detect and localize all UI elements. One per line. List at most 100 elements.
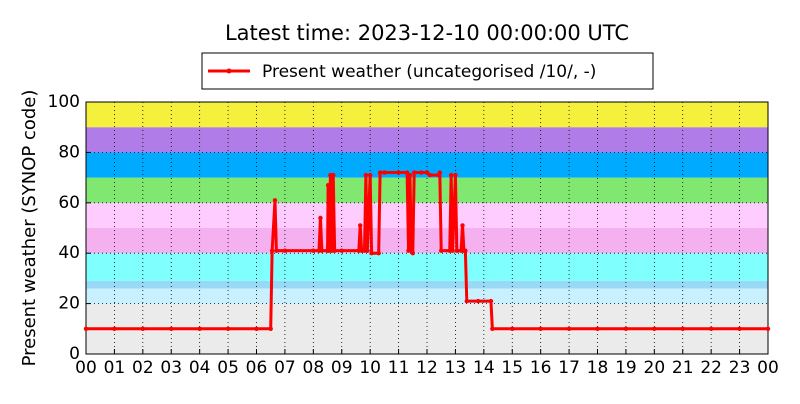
background-band: [86, 280, 768, 289]
x-tick-label: 09: [331, 358, 353, 378]
data-point: [358, 223, 363, 228]
legend-label: Present weather (uncategorised /10/, -): [262, 62, 596, 82]
data-point: [410, 251, 415, 256]
y-tick-label: 100: [48, 92, 80, 112]
x-tick-label: 17: [558, 358, 580, 378]
data-point: [464, 298, 469, 304]
data-point: [376, 251, 381, 256]
data-point: [538, 326, 543, 331]
data-point: [83, 326, 89, 331]
data-point: [268, 326, 273, 331]
data-point: [272, 198, 278, 203]
x-tick-label: 01: [104, 358, 126, 378]
legend-marker: [226, 68, 232, 74]
data-point: [339, 248, 344, 253]
data-point: [424, 170, 430, 175]
data-point: [475, 298, 481, 304]
data-point: [463, 248, 468, 253]
data-point: [318, 215, 323, 221]
data-point: [365, 248, 370, 253]
data-point: [652, 326, 657, 331]
data-point: [407, 172, 413, 178]
data-point: [377, 170, 383, 175]
y-axis-label: Present weather (SYNOP code): [19, 90, 40, 367]
data-point: [254, 326, 259, 331]
data-point: [427, 172, 433, 178]
x-tick-label: 23: [729, 358, 751, 378]
x-tick-label: 22: [700, 358, 722, 378]
data-point: [404, 170, 410, 175]
data-point: [765, 326, 771, 331]
x-tick-label: 00: [75, 358, 97, 378]
x-tick-label: 04: [189, 358, 211, 378]
x-tick-label: 21: [672, 358, 694, 378]
data-point: [450, 248, 455, 253]
data-point: [623, 326, 629, 331]
background-band: [86, 253, 768, 281]
x-tick-label: 12: [416, 358, 438, 378]
data-point: [737, 326, 742, 331]
background-band: [86, 288, 768, 304]
data-point: [490, 326, 495, 331]
data-point: [367, 172, 373, 178]
x-tick-label: 14: [473, 358, 495, 378]
data-point: [197, 326, 202, 331]
data-point: [510, 326, 515, 331]
data-point: [269, 248, 275, 253]
data-point: [325, 182, 331, 188]
y-tick-label: 40: [58, 243, 80, 263]
x-tick-label: 18: [587, 358, 609, 378]
data-point: [708, 326, 714, 331]
data-point: [454, 248, 460, 253]
x-tick-label: 16: [530, 358, 552, 378]
y-tick-label: 80: [58, 142, 80, 162]
x-tick-label: 10: [359, 358, 381, 378]
data-point: [396, 170, 401, 175]
x-tick-label: 00: [757, 358, 779, 378]
x-tick-label: 13: [445, 358, 467, 378]
data-point: [282, 248, 288, 253]
x-tick-label: 07: [274, 358, 296, 378]
data-point: [332, 248, 337, 253]
data-point: [488, 298, 494, 304]
data-point: [680, 326, 685, 331]
data-point: [169, 326, 174, 331]
data-point: [140, 326, 146, 331]
x-tick-label: 08: [303, 358, 325, 378]
data-point: [363, 172, 369, 178]
x-tick-label: 11: [388, 358, 410, 378]
data-point: [566, 326, 572, 331]
x-tick-label: 20: [644, 358, 666, 378]
data-point: [274, 248, 279, 253]
x-tick-label: 02: [132, 358, 154, 378]
y-tick-label: 0: [69, 344, 80, 364]
legend-box: [201, 52, 654, 90]
data-point: [439, 248, 444, 253]
x-tick-label: 06: [246, 358, 268, 378]
data-point: [419, 170, 424, 175]
data-point: [369, 251, 374, 256]
data-point: [412, 170, 417, 175]
x-tick-label: 15: [501, 358, 523, 378]
background-band: [86, 228, 768, 254]
data-point: [311, 248, 316, 253]
data-point: [331, 172, 336, 178]
y-tick-label: 60: [58, 193, 80, 213]
data-point: [225, 326, 231, 331]
x-tick-label: 03: [160, 358, 182, 378]
data-point: [448, 172, 454, 178]
data-point: [319, 248, 325, 253]
x-tick-label: 05: [217, 358, 239, 378]
data-point: [453, 172, 458, 178]
data-point: [437, 170, 442, 175]
chart-title: Latest time: 2023-12-10 00:00:00 UTC: [225, 21, 629, 45]
data-point: [382, 170, 387, 175]
background-band: [86, 127, 768, 153]
plot-frame: [85, 101, 769, 355]
x-tick-label: 19: [615, 358, 637, 378]
data-point: [595, 326, 600, 331]
data-point: [112, 326, 117, 331]
y-tick-label: 20: [58, 294, 80, 314]
data-point: [460, 223, 465, 228]
